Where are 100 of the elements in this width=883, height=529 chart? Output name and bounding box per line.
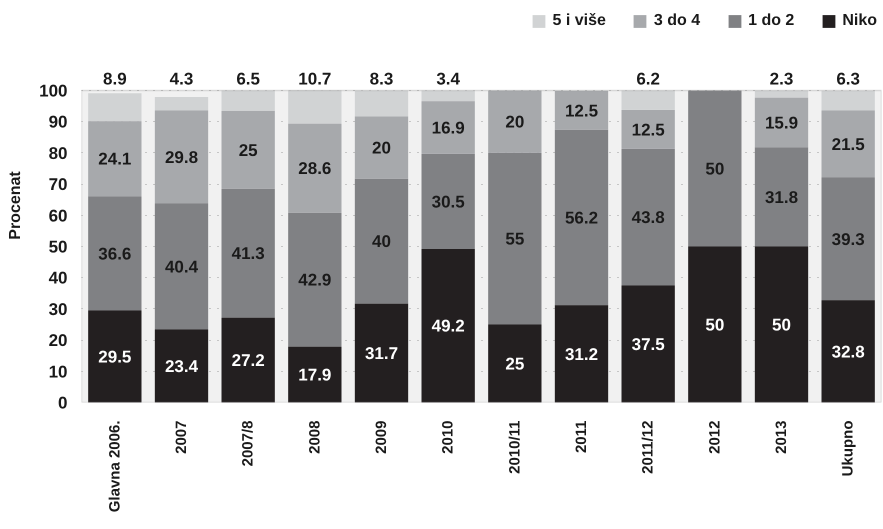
bar	[754, 90, 808, 98]
data-label: 2.3	[770, 70, 794, 88]
bar	[88, 310, 142, 402]
data-label: 8.9	[103, 70, 127, 88]
data-label: 29.5	[98, 347, 132, 366]
data-label: 6.5	[236, 70, 260, 88]
bar	[354, 90, 408, 116]
x-tick-label: Glavna 2006.	[106, 420, 124, 512]
x-tick-label: 2008	[306, 420, 324, 454]
x-tick-label: 2007	[173, 420, 190, 454]
x-tick-label: 2012	[706, 420, 724, 454]
bar	[222, 90, 275, 111]
data-label: 12.5	[632, 120, 665, 140]
bar	[554, 90, 608, 130]
bar	[422, 154, 475, 249]
bar	[488, 324, 542, 402]
bar	[88, 93, 142, 122]
data-label: 50	[705, 316, 724, 334]
data-label: 31.8	[764, 188, 798, 207]
data-label: 36.6	[98, 244, 132, 264]
data-label: 25	[505, 354, 524, 374]
legend-label: 5 i više	[552, 12, 606, 30]
bar	[88, 121, 142, 196]
data-label: 20	[505, 112, 524, 132]
bar	[88, 196, 142, 310]
data-label: 20	[372, 138, 391, 158]
data-label: 28.6	[298, 159, 332, 178]
data-label: 40.4	[164, 257, 199, 276]
bar	[354, 116, 408, 179]
data-label: 50	[705, 160, 724, 178]
bar	[622, 286, 675, 402]
data-label: 12.5	[564, 101, 598, 120]
data-label: 43.8	[632, 208, 665, 228]
data-label: 3.4	[436, 70, 461, 88]
bar	[622, 148, 675, 286]
bar	[222, 110, 275, 189]
data-label: 17.9	[298, 366, 332, 385]
bar	[422, 248, 475, 402]
data-label: 21.5	[832, 135, 865, 154]
data-label: 8.3	[370, 70, 394, 88]
bar	[822, 110, 875, 178]
legend-label: 1 do 2	[748, 12, 794, 30]
bar	[554, 305, 608, 402]
x-tick-label: 2009	[373, 420, 390, 454]
y-tick-label: 100	[39, 82, 68, 100]
data-label: 50	[772, 316, 791, 334]
data-label: 27.2	[232, 351, 265, 370]
bar	[822, 90, 875, 110]
bar	[754, 147, 808, 246]
data-label: 15.9	[764, 113, 798, 132]
data-label: 6.3	[836, 70, 860, 88]
bar	[554, 130, 608, 306]
bar	[488, 90, 542, 153]
x-tick-label: 2010/11	[506, 420, 524, 474]
bar	[422, 90, 475, 102]
bar	[222, 188, 275, 318]
data-label: 31.7	[364, 344, 398, 364]
bar	[622, 90, 675, 110]
bar	[154, 203, 208, 330]
bar	[288, 346, 342, 402]
data-label: 56.2	[564, 208, 598, 228]
x-tick-label: 2007/8	[240, 420, 257, 466]
y-tick-label: 0	[58, 394, 68, 412]
x-tick-label: 2011/12	[640, 420, 657, 474]
bar	[822, 178, 875, 300]
bar	[288, 124, 342, 213]
bar	[688, 90, 742, 246]
bar	[154, 97, 208, 110]
data-label: 30.5	[432, 192, 465, 212]
bar	[622, 110, 675, 149]
data-label: 39.3	[832, 230, 865, 249]
x-tick-label: 2013	[773, 420, 790, 454]
bar	[154, 110, 208, 204]
y-axis-title: Procenat	[7, 170, 24, 240]
data-label: 25	[238, 140, 258, 160]
bar	[688, 246, 742, 402]
data-label: 29.8	[164, 148, 198, 167]
bar	[288, 212, 342, 347]
x-tick-label: 2011	[573, 420, 590, 454]
bar	[354, 304, 408, 402]
bar	[354, 178, 408, 304]
y-tick-label: 40	[48, 268, 68, 288]
data-label: 41.3	[232, 244, 265, 264]
data-label: 32.8	[832, 342, 865, 362]
data-label: 4.3	[170, 70, 194, 88]
data-label: 37.5	[632, 335, 665, 354]
y-tick-label: 50	[48, 238, 68, 256]
data-label: 31.2	[564, 344, 598, 364]
data-label: 6.2	[636, 70, 660, 88]
y-tick-label: 10	[48, 362, 68, 382]
data-label: 24.1	[98, 150, 132, 169]
bar	[488, 152, 542, 324]
y-tick-label: 30	[48, 300, 68, 319]
data-label: 10.7	[298, 70, 332, 88]
bar	[154, 329, 208, 402]
data-label: 40	[372, 232, 391, 252]
data-label: 16.9	[432, 118, 465, 138]
bar	[288, 90, 342, 124]
legend-label: Niko	[842, 12, 877, 30]
bar	[822, 300, 875, 402]
